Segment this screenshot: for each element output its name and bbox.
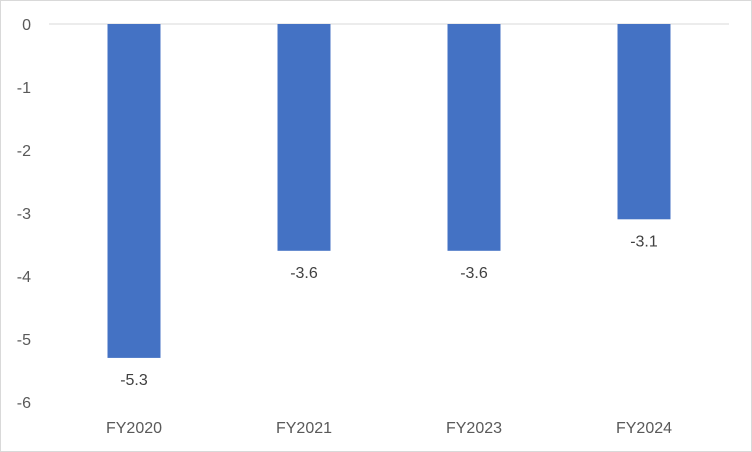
data-label-fy2021: -3.6 [290, 265, 318, 282]
y-tick-label: -6 [17, 395, 31, 412]
x-axis-labels: FY2020 FY2021 FY2023 FY2024 [106, 420, 672, 437]
x-tick-label-fy2021: FY2021 [276, 420, 332, 437]
bars [107, 24, 671, 358]
x-tick-label-fy2020: FY2020 [106, 420, 162, 437]
y-tick-label: -3 [17, 206, 31, 223]
x-tick-label-fy2023: FY2023 [446, 420, 502, 437]
data-labels: -5.3 -3.6 -3.6 -3.1 [120, 233, 658, 389]
bar-fy2023 [447, 24, 501, 251]
bar-fy2020 [107, 24, 161, 358]
y-axis-ticks: 0 -1 -2 -3 -4 -5 -6 [17, 17, 31, 412]
y-tick-label: -2 [17, 143, 31, 160]
y-tick-label: 0 [22, 17, 31, 34]
y-tick-label: -5 [17, 332, 31, 349]
bar-fy2021 [277, 24, 331, 251]
data-label-fy2023: -3.6 [460, 265, 488, 282]
data-label-fy2024: -3.1 [630, 233, 658, 250]
y-tick-label: -1 [17, 80, 31, 97]
data-label-fy2020: -5.3 [120, 372, 148, 389]
y-tick-label: -4 [17, 269, 31, 286]
x-tick-label-fy2024: FY2024 [616, 420, 672, 437]
bar-fy2024 [617, 24, 671, 220]
